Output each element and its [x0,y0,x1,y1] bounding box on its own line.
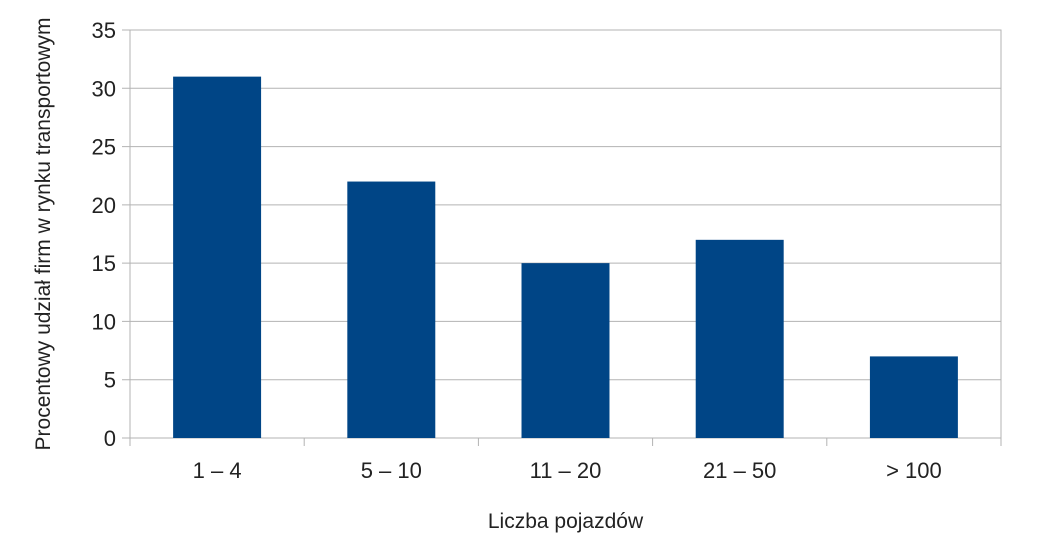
bar [521,263,610,438]
bar [695,239,784,438]
y-tick-label: 10 [92,309,116,334]
x-tick-label: 5 – 10 [361,458,422,483]
x-axis-title: Liczba pojazdów [488,510,644,533]
y-axis-title: Procentowy udział firm w rynku transport… [32,18,55,451]
bar [173,76,262,438]
gridlines [122,29,1002,446]
y-tick-label: 35 [92,18,116,43]
bar [347,181,436,439]
y-tick-label: 25 [92,135,116,160]
x-tick-label: 1 – 4 [193,458,242,483]
x-tick-labels: 1 – 4 5 – 10 11 – 20 21 – 50 > 100 [193,458,942,483]
x-tick-label: 11 – 20 [530,458,602,483]
y-tick-label: 0 [104,426,116,451]
y-tick-label: 5 [104,368,116,393]
x-tick-label: > 100 [886,458,942,483]
bars [173,76,958,439]
x-tick-label: 21 – 50 [703,458,776,483]
y-tick-label: 15 [92,251,116,276]
y-tick-label: 20 [92,193,116,218]
y-tick-label: 30 [92,76,116,101]
bar [869,356,958,438]
y-tick-labels: 0 5 10 15 20 25 30 35 [92,18,116,451]
